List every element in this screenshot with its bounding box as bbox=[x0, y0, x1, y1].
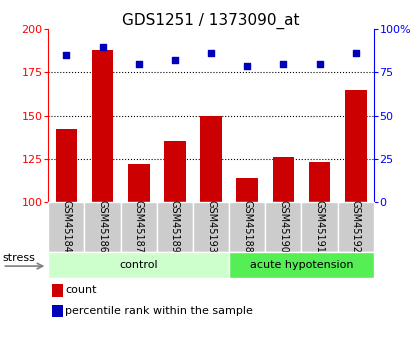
Bar bbox=[84, 202, 121, 252]
Text: GSM45193: GSM45193 bbox=[206, 200, 216, 253]
Text: GSM45186: GSM45186 bbox=[97, 200, 108, 253]
Point bbox=[352, 51, 359, 56]
Bar bbox=[121, 202, 157, 252]
Bar bbox=[52, 284, 63, 297]
Bar bbox=[48, 252, 229, 278]
Bar bbox=[52, 305, 63, 317]
Text: GSM45188: GSM45188 bbox=[242, 200, 252, 253]
Point bbox=[208, 51, 215, 56]
Text: GSM45184: GSM45184 bbox=[61, 200, 71, 253]
Point bbox=[244, 63, 251, 68]
Bar bbox=[193, 202, 229, 252]
Bar bbox=[338, 202, 374, 252]
Point bbox=[171, 58, 178, 63]
Text: count: count bbox=[65, 285, 97, 295]
Text: GSM45192: GSM45192 bbox=[351, 200, 361, 253]
Bar bbox=[229, 202, 265, 252]
Bar bbox=[309, 162, 331, 202]
Text: GSM45190: GSM45190 bbox=[278, 200, 289, 253]
Bar bbox=[164, 141, 186, 202]
Text: acute hypotension: acute hypotension bbox=[250, 260, 353, 270]
Point bbox=[280, 61, 287, 67]
Bar bbox=[265, 202, 302, 252]
Text: GSM45191: GSM45191 bbox=[315, 200, 325, 253]
Bar bbox=[302, 202, 338, 252]
Bar bbox=[200, 116, 222, 202]
Text: stress: stress bbox=[3, 253, 35, 263]
Bar bbox=[92, 50, 113, 202]
Point bbox=[316, 61, 323, 67]
Bar bbox=[273, 157, 294, 202]
Point bbox=[99, 44, 106, 49]
Bar bbox=[48, 202, 84, 252]
Text: GSM45187: GSM45187 bbox=[134, 200, 144, 253]
Point bbox=[63, 52, 70, 58]
Point bbox=[135, 61, 142, 67]
Bar bbox=[128, 164, 150, 202]
Bar bbox=[345, 90, 367, 202]
Text: control: control bbox=[119, 260, 158, 270]
Bar bbox=[157, 202, 193, 252]
Title: GDS1251 / 1373090_at: GDS1251 / 1373090_at bbox=[122, 13, 300, 29]
Bar bbox=[236, 178, 258, 202]
Text: percentile rank within the sample: percentile rank within the sample bbox=[65, 306, 253, 316]
Text: GSM45189: GSM45189 bbox=[170, 200, 180, 253]
Bar bbox=[55, 129, 77, 202]
Bar bbox=[229, 252, 374, 278]
